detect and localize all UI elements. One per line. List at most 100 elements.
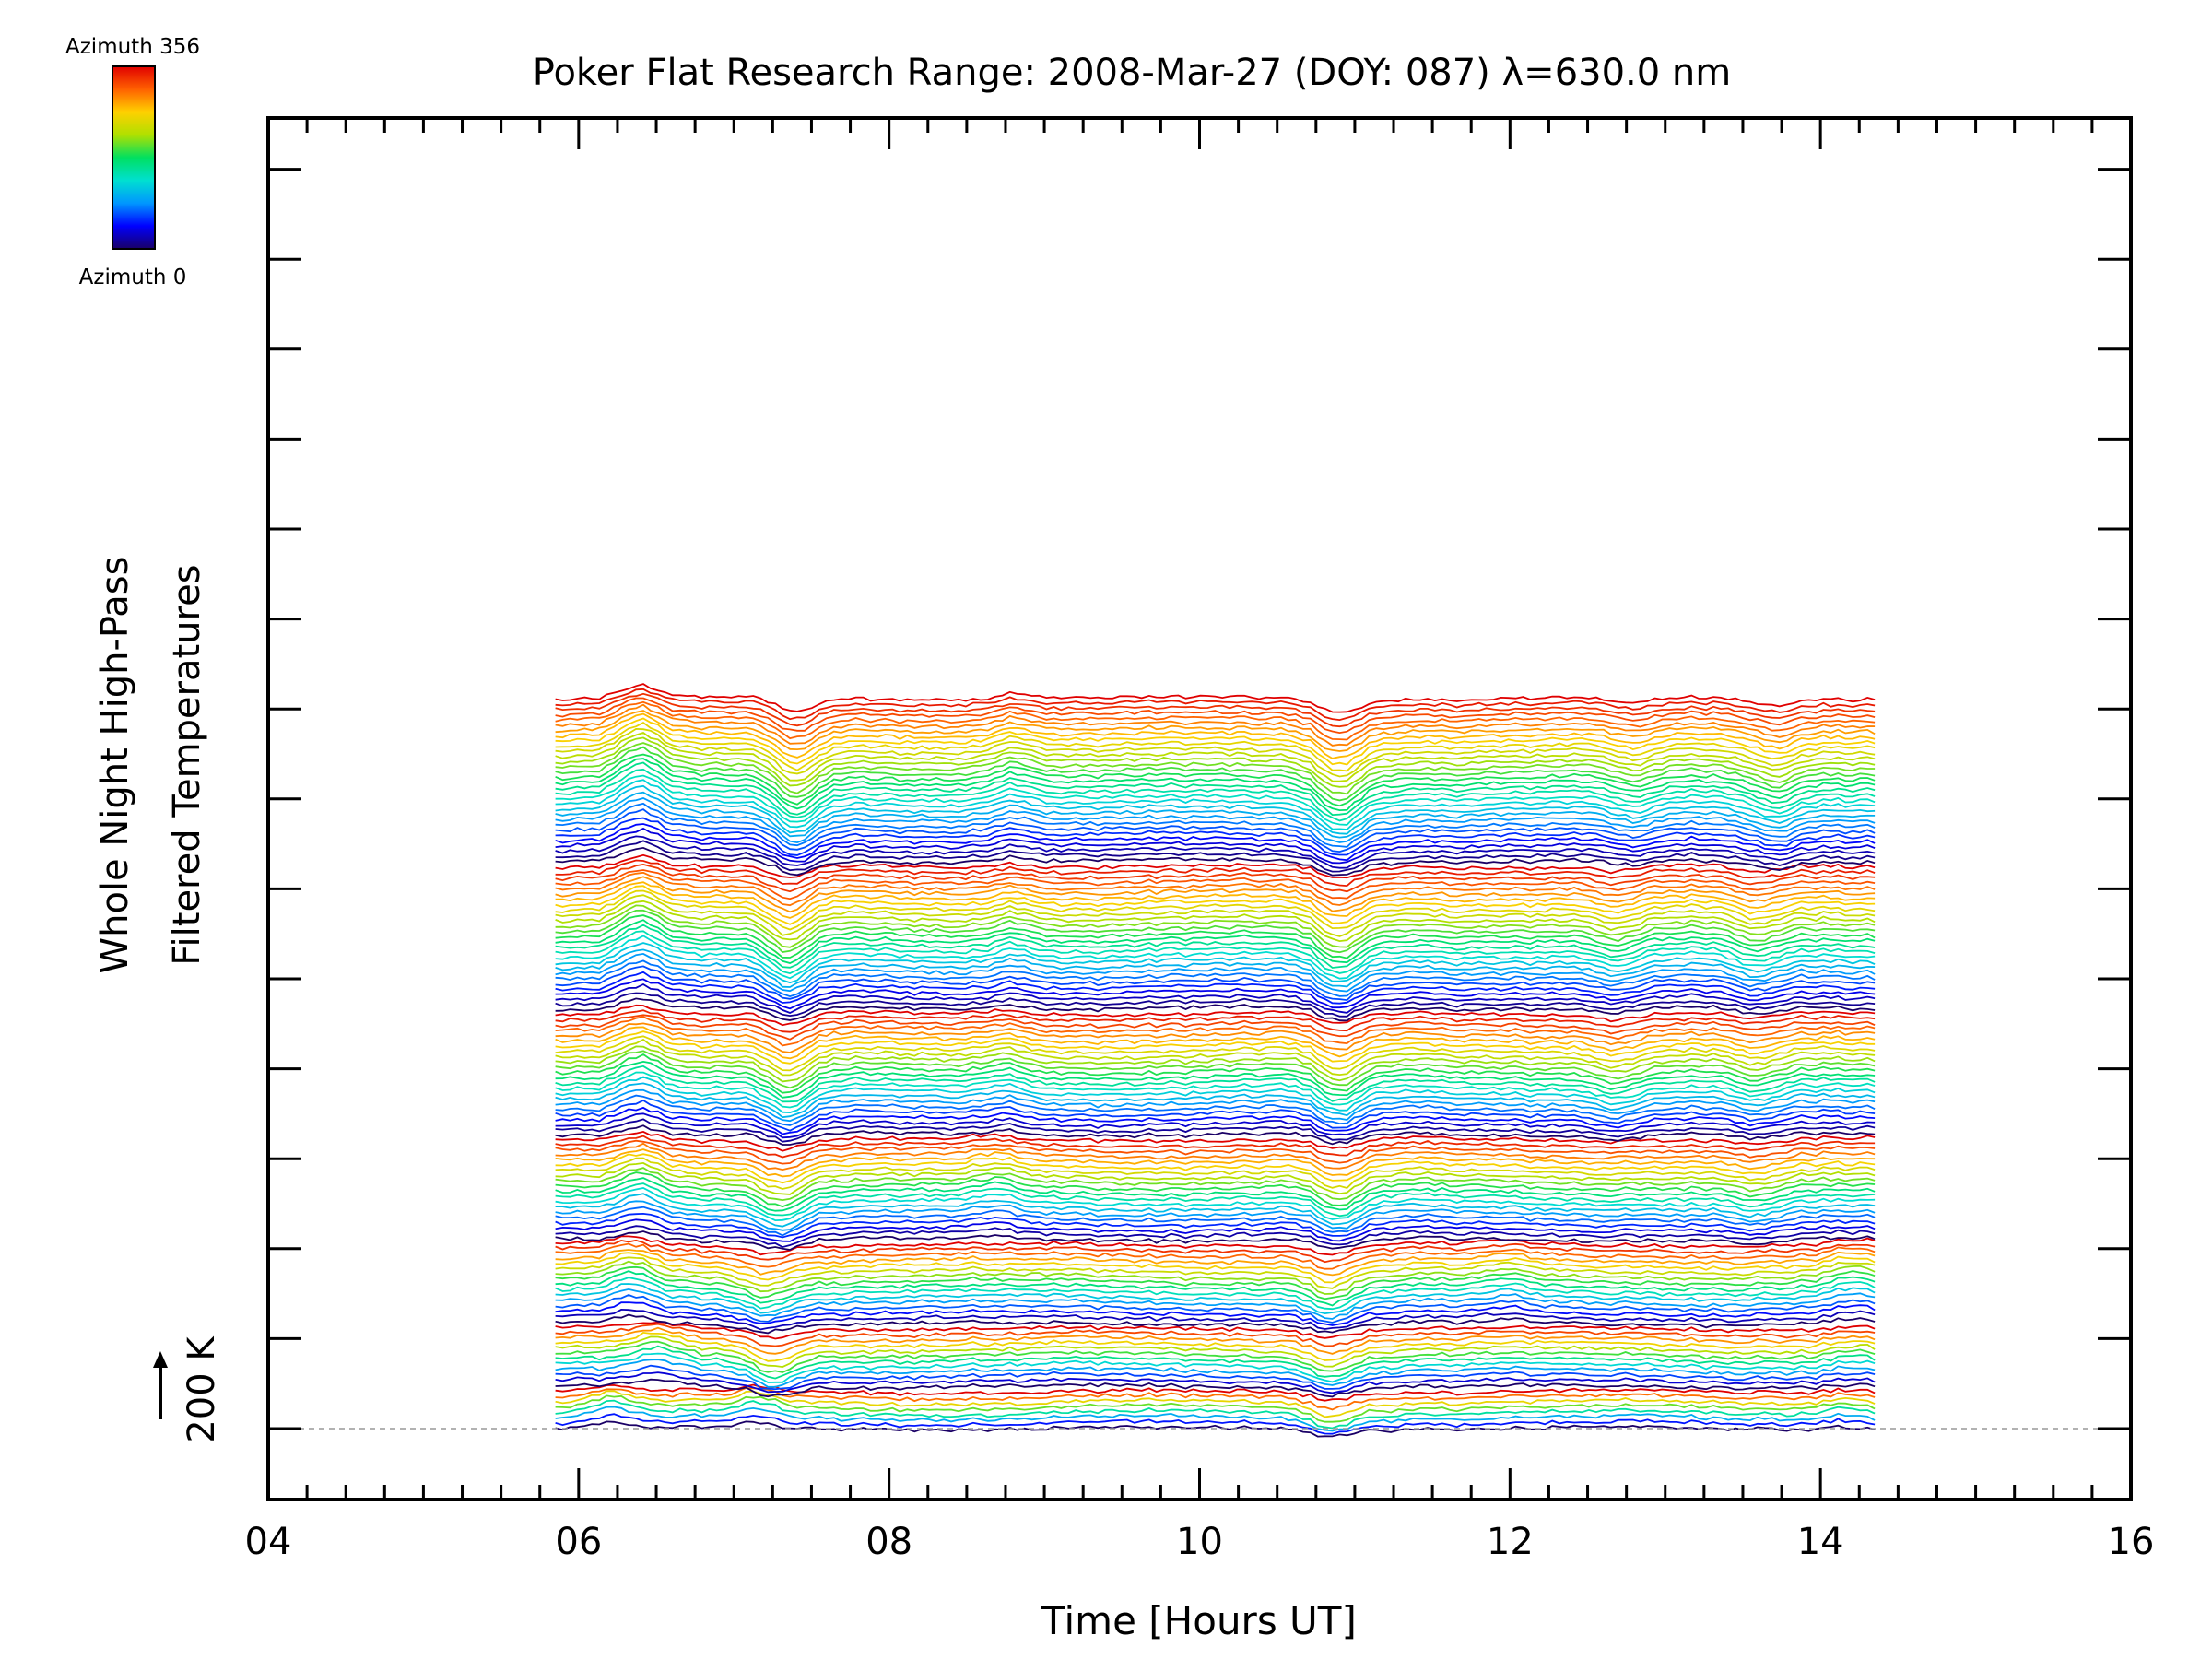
azimuth-trace xyxy=(555,1038,1876,1077)
azimuth-trace xyxy=(555,863,1876,893)
azimuth-trace xyxy=(555,742,1876,795)
colorbar: Azimuth 356 Azimuth 0 xyxy=(65,35,200,289)
azimuth-trace xyxy=(555,1352,1876,1383)
azimuth-trace xyxy=(555,900,1876,943)
azimuth-trace xyxy=(555,1260,1876,1295)
x-axis-label: Time [Hours UT] xyxy=(1041,1598,1357,1643)
colorbar-bottom-label: Azimuth 0 xyxy=(79,265,187,289)
azimuth-trace xyxy=(555,935,1876,980)
azimuth-trace xyxy=(555,1076,1876,1114)
azimuth-trace xyxy=(555,712,1876,759)
azimuth-trace xyxy=(555,1182,1876,1218)
scale-label: 200 K xyxy=(181,1335,223,1443)
azimuth-trace xyxy=(555,1045,1876,1083)
azimuth-trace xyxy=(555,758,1876,812)
azimuth-trace xyxy=(555,727,1876,778)
azimuth-trace xyxy=(555,1112,1876,1139)
azimuth-trace xyxy=(555,1331,1876,1362)
azimuth-trace xyxy=(555,1053,1876,1094)
azimuth-trace xyxy=(555,1106,1876,1135)
azimuth-trace xyxy=(555,952,1876,993)
azimuth-trace xyxy=(555,924,1876,969)
azimuth-trace xyxy=(555,1071,1876,1109)
y-axis-ticks xyxy=(268,168,2131,1430)
azimuth-trace xyxy=(555,965,1876,1002)
chart-title: Poker Flat Research Range: 2008-Mar-27 (… xyxy=(533,52,1731,94)
azimuth-trace xyxy=(555,1313,1876,1335)
azimuth-trace xyxy=(555,871,1876,907)
azimuth-trace xyxy=(555,1200,1876,1231)
azimuth-trace xyxy=(555,1413,1876,1435)
azimuth-trace xyxy=(555,710,1876,752)
azimuth-trace xyxy=(555,1135,1876,1159)
x-tick-label: 04 xyxy=(245,1521,292,1563)
azimuth-trace xyxy=(555,909,1876,954)
plot-frame xyxy=(266,116,2133,1501)
azimuth-trace xyxy=(555,683,1876,713)
azimuth-trace xyxy=(555,768,1876,822)
azimuth-trace xyxy=(555,1130,1876,1152)
azimuth-trace xyxy=(555,859,1876,888)
azimuth-trace xyxy=(555,703,1876,747)
azimuth-trace xyxy=(555,784,1876,835)
azimuth-trace xyxy=(555,1065,1876,1103)
azimuth-trace xyxy=(555,959,1876,998)
azimuth-trace xyxy=(555,1016,1876,1047)
azimuth-trace xyxy=(555,823,1876,862)
azimuth-trace xyxy=(555,1294,1876,1324)
azimuth-trace xyxy=(555,1230,1876,1251)
azimuth-trace xyxy=(555,779,1876,830)
colorbar-swatch xyxy=(112,65,156,250)
azimuth-trace xyxy=(555,1277,1876,1311)
azimuth-trace xyxy=(555,1088,1876,1123)
azimuth-trace xyxy=(555,876,1876,913)
x-tick-label: 16 xyxy=(2108,1521,2155,1563)
azimuth-trace xyxy=(555,1235,1876,1256)
azimuth-trace xyxy=(555,1153,1876,1184)
azimuth-trace xyxy=(555,1193,1876,1228)
azimuth-trace xyxy=(555,1371,1876,1394)
azimuth-trace xyxy=(555,1399,1876,1430)
azimuth-trace xyxy=(555,1026,1876,1060)
azimuth-trace xyxy=(555,904,1876,948)
azimuth-trace xyxy=(555,1206,1876,1237)
azimuth-trace xyxy=(555,774,1876,826)
azimuth-trace xyxy=(555,1142,1876,1171)
scale-arrow-head xyxy=(153,1351,168,1368)
azimuth-trace xyxy=(555,997,1876,1022)
x-tick-label: 12 xyxy=(1487,1521,1534,1563)
azimuth-trace xyxy=(555,1118,1876,1143)
azimuth-trace xyxy=(555,746,1876,802)
azimuth-trace xyxy=(555,1340,1876,1373)
azimuth-trace xyxy=(555,791,1876,839)
azimuth-trace xyxy=(555,1094,1876,1126)
azimuth-trace xyxy=(555,1252,1876,1284)
azimuth-trace xyxy=(555,1014,1876,1041)
azimuth-trace xyxy=(555,1378,1876,1398)
azimuth-trace xyxy=(555,1161,1876,1195)
azimuth-trace xyxy=(555,688,1876,722)
azimuth-trace xyxy=(555,1323,1876,1347)
azimuth-trace xyxy=(555,692,1876,728)
azimuth-trace xyxy=(555,846,1876,877)
azimuth-trace xyxy=(555,717,1876,766)
x-axis: 04 06 08 10 12 14 16 xyxy=(245,118,2155,1563)
azimuth-trace xyxy=(555,817,1876,856)
x-tick-label: 10 xyxy=(1176,1521,1223,1563)
azimuth-trace xyxy=(555,1099,1876,1132)
azimuth-trace xyxy=(555,992,1876,1018)
azimuth-trace xyxy=(555,732,1876,782)
x-tick-label: 08 xyxy=(865,1521,912,1563)
azimuth-trace xyxy=(555,761,1876,817)
azimuth-trace xyxy=(555,930,1876,975)
azimuth-trace xyxy=(555,1308,1876,1331)
azimuth-trace xyxy=(555,697,1876,735)
azimuth-trace xyxy=(555,827,1876,865)
azimuth-trace xyxy=(555,1177,1876,1212)
azimuth-trace xyxy=(555,1239,1876,1264)
azimuth-trace xyxy=(555,1035,1876,1072)
azimuth-trace xyxy=(555,1420,1876,1438)
azimuth-trace xyxy=(555,1030,1876,1065)
y-axis-label-line2: Filtered Temperatures xyxy=(166,564,208,965)
x-tick-label: 14 xyxy=(1797,1521,1844,1563)
